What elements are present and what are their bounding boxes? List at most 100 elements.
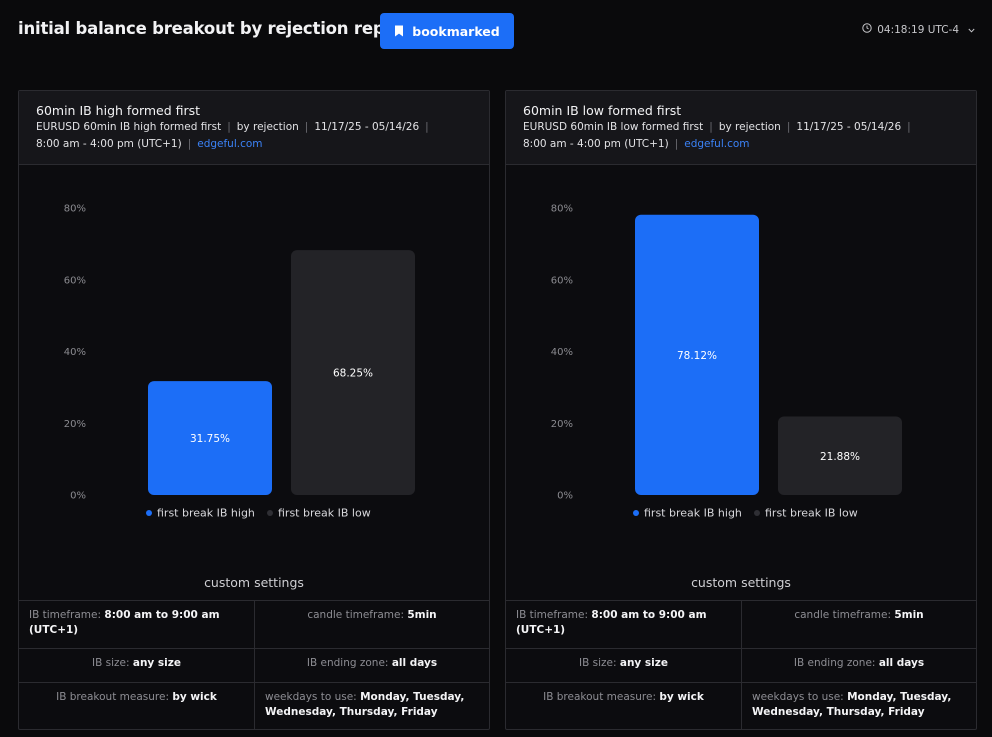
- bar-1: [148, 381, 272, 495]
- setting-ib-breakout-measure: IB breakout measure: by wick: [506, 683, 741, 729]
- panel-title: 60min IB high formed first: [36, 103, 201, 118]
- panel-header: 60min IB high formed first EURUSD 60min …: [19, 91, 489, 165]
- settings-table: IB timeframe: 8:00 am to 9:00 am (UTC+1)…: [19, 600, 489, 729]
- setting-weekdays: weekdays to use: Monday, Tuesday, Wednes…: [254, 683, 489, 729]
- bookmark-button[interactable]: bookmarked: [380, 13, 514, 49]
- y-tick-label: 20%: [64, 419, 86, 430]
- sub-instrument: EURUSD 60min IB low formed first: [523, 121, 704, 133]
- setting-label: IB ending zone:: [793, 657, 876, 669]
- setting-value: 8:00 am to 9:00 am (UTC+1): [29, 609, 220, 636]
- sub-dates: 11/17/25 - 05/14/26: [796, 121, 902, 133]
- bookmark-icon: [394, 25, 404, 37]
- setting-ib-timeframe: IB timeframe: 8:00 am to 9:00 am (UTC+1): [19, 601, 254, 648]
- setting-ib-breakout-measure: IB breakout measure: by wick: [19, 683, 254, 729]
- setting-value: Monday, Tuesday, Wednesday, Thursday, Fr…: [265, 691, 465, 718]
- setting-candle-timeframe: candle timeframe: 5min: [254, 601, 489, 648]
- setting-label: candle timeframe:: [307, 609, 404, 621]
- settings-row: IB timeframe: 8:00 am to 9:00 am (UTC+1)…: [19, 601, 489, 649]
- data-label: 68.25%: [333, 368, 373, 380]
- setting-label: IB breakout measure:: [543, 691, 656, 703]
- setting-ib-size: IB size: any size: [506, 649, 741, 682]
- bar-1: [635, 214, 759, 495]
- report-panel-low-first: 60min IB low formed first EURUSD 60min I…: [505, 90, 977, 730]
- setting-label: IB size:: [91, 657, 130, 669]
- separator: |: [227, 121, 231, 133]
- y-tick-label: 0%: [557, 491, 573, 502]
- legend-marker: [633, 510, 639, 516]
- y-tick-label: 40%: [551, 347, 573, 358]
- data-label: 78.12%: [677, 350, 717, 362]
- setting-label: weekdays to use:: [265, 691, 357, 703]
- legend-label: first break IB low: [765, 507, 858, 520]
- bar-chart: 0% 20% 40% 60% 80% 31.75% 68.25% first break IB…: [64, 204, 415, 520]
- chevron-down-icon: [968, 24, 975, 36]
- setting-label: weekdays to use:: [752, 691, 844, 703]
- settings-row: IB timeframe: 8:00 am to 9:00 am (UTC+1)…: [506, 601, 976, 649]
- setting-label: IB breakout measure:: [56, 691, 169, 703]
- page-title: initial balance breakout by rejection re…: [18, 19, 412, 38]
- setting-label: candle timeframe:: [794, 609, 891, 621]
- setting-label: IB timeframe:: [516, 609, 589, 621]
- clock-icon: [862, 23, 872, 36]
- settings-title: custom settings: [204, 575, 304, 590]
- y-tick-label: 0%: [70, 491, 86, 502]
- separator: |: [709, 121, 713, 133]
- top-bar: initial balance breakout by rejection re…: [0, 0, 992, 62]
- setting-value: 5min: [894, 609, 924, 621]
- setting-ib-ending-zone: IB ending zone: all days: [254, 649, 489, 682]
- sub-method: by rejection: [236, 121, 299, 133]
- legend-label: first break IB low: [278, 507, 371, 520]
- separator: |: [187, 138, 192, 150]
- y-tick-label: 60%: [551, 275, 573, 286]
- setting-ib-timeframe: IB timeframe: 8:00 am to 9:00 am (UTC+1): [506, 601, 741, 648]
- bookmark-label: bookmarked: [412, 23, 500, 39]
- setting-value: 5min: [407, 609, 437, 621]
- setting-ib-ending-zone: IB ending zone: all days: [741, 649, 976, 682]
- data-label: 31.75%: [190, 433, 230, 445]
- legend-marker: [754, 510, 760, 516]
- source-link[interactable]: edgeful.com: [197, 138, 263, 150]
- bar-2: [778, 416, 902, 495]
- sub-instrument: EURUSD 60min IB high formed first: [36, 121, 222, 133]
- legend-label: first break IB high: [644, 507, 742, 520]
- sub-session: 8:00 am - 4:00 pm (UTC+1): [523, 138, 669, 150]
- panel-subtitle: EURUSD 60min IB low formed first | by reje…: [523, 119, 933, 153]
- separator: |: [786, 121, 791, 133]
- panel-subtitle: EURUSD 60min IB high formed first | by rej…: [36, 119, 446, 153]
- setting-value: all days: [878, 657, 925, 669]
- bar-2: [291, 250, 415, 495]
- legend-marker: [267, 510, 273, 516]
- setting-value: Monday, Tuesday, Wednesday, Thursday, Fr…: [752, 691, 952, 718]
- separator: |: [674, 138, 679, 150]
- y-tick-label: 20%: [551, 419, 573, 430]
- y-tick-label: 40%: [64, 347, 86, 358]
- source-link[interactable]: edgeful.com: [684, 138, 750, 150]
- panel-header: 60min IB low formed first EURUSD 60min I…: [506, 91, 976, 165]
- setting-value: by wick: [659, 691, 704, 703]
- setting-label: IB size:: [578, 657, 617, 669]
- bar-chart: 0% 20% 40% 60% 80% 78.12% 21.88% first break IB…: [551, 204, 902, 520]
- setting-value: any size: [132, 657, 182, 669]
- sub-dates: 11/17/25 - 05/14/26: [314, 121, 420, 133]
- setting-candle-timeframe: candle timeframe: 5min: [741, 601, 976, 648]
- y-tick-label: 80%: [551, 204, 573, 215]
- settings-row: IB size: any size IB ending zone: all da…: [19, 649, 489, 683]
- legend-marker: [146, 510, 152, 516]
- panel-title: 60min IB low formed first: [523, 103, 682, 118]
- setting-weekdays: weekdays to use: Monday, Tuesday, Wednes…: [741, 683, 976, 729]
- y-tick-label: 80%: [64, 204, 86, 215]
- separator: |: [907, 121, 911, 133]
- separator: |: [425, 121, 429, 133]
- sub-session: 8:00 am - 4:00 pm (UTC+1): [36, 138, 182, 150]
- sub-method: by rejection: [718, 121, 781, 133]
- setting-label: IB ending zone:: [306, 657, 389, 669]
- legend-label: first break IB high: [157, 507, 255, 520]
- settings-table: IB timeframe: 8:00 am to 9:00 am (UTC+1)…: [506, 600, 976, 729]
- settings-title: custom settings: [691, 575, 791, 590]
- separator: |: [304, 121, 309, 133]
- setting-value: by wick: [172, 691, 217, 703]
- setting-value: 8:00 am to 9:00 am (UTC+1): [516, 609, 707, 636]
- setting-label: IB timeframe:: [29, 609, 102, 621]
- timezone-clock[interactable]: 04:18:19 UTC-4: [862, 23, 975, 36]
- setting-value: any size: [619, 657, 669, 669]
